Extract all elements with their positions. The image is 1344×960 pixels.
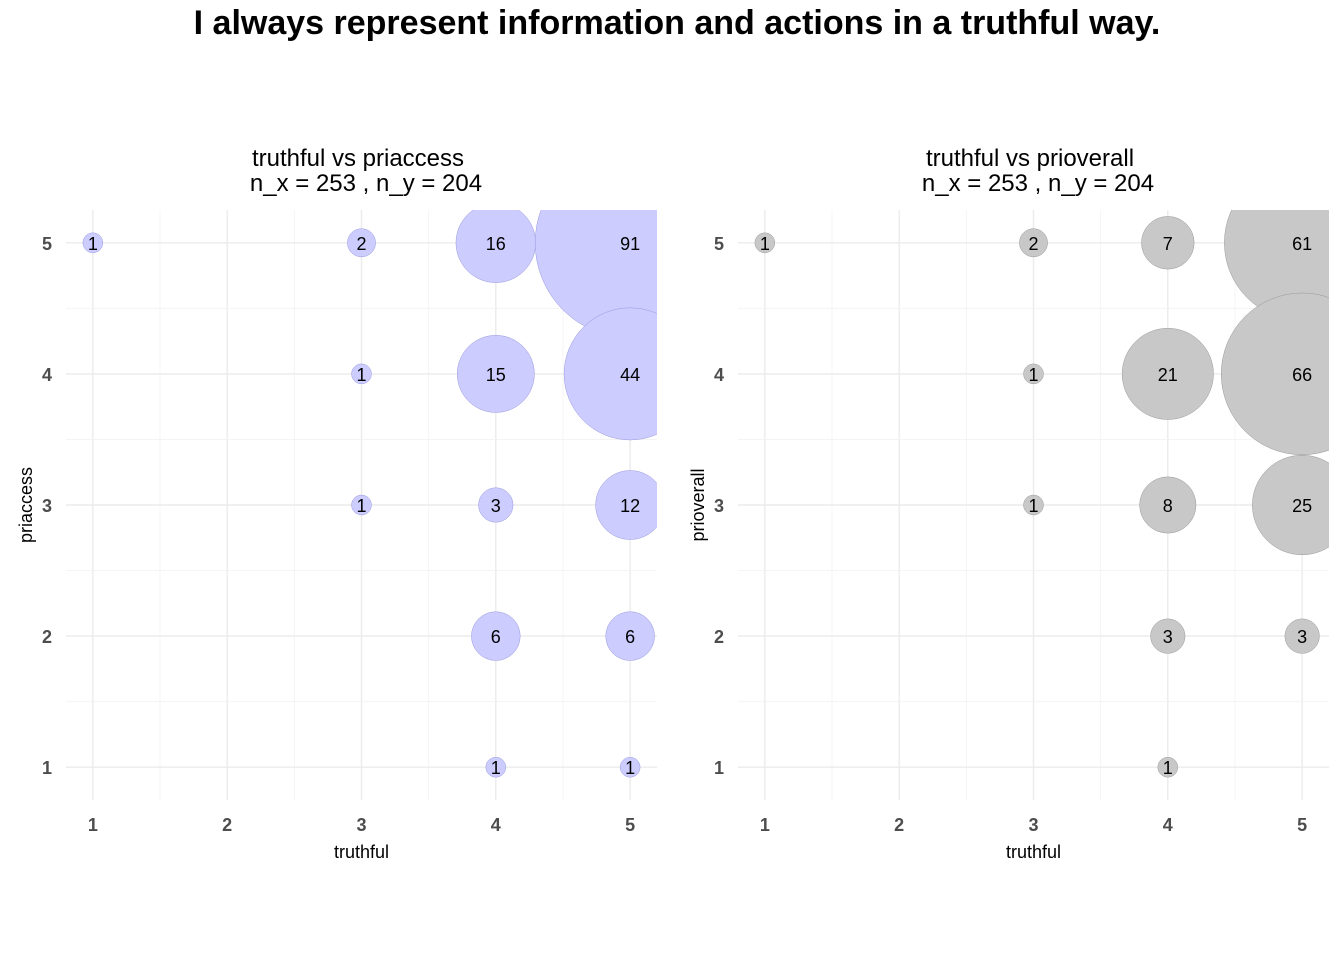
- bubble-count-label: 7: [1163, 234, 1173, 254]
- bubble-point: [1121, 328, 1214, 420]
- bubble-point: [619, 757, 641, 778]
- y-tick-label: 5: [714, 234, 724, 254]
- x-axis-label: truthful: [1006, 842, 1061, 862]
- bubble-count-label: 1: [356, 365, 366, 385]
- bubble-count-label: 1: [1028, 496, 1038, 516]
- bubble-point: [754, 232, 776, 253]
- bubble-point: [456, 335, 535, 413]
- panel-subtitle: n_x = 253 , n_y = 204: [250, 170, 482, 197]
- bubble-count-label: 3: [1163, 627, 1173, 647]
- bubbles: [82, 210, 657, 778]
- bubble-point: [1139, 476, 1197, 534]
- bubble-count-label: 1: [491, 758, 501, 778]
- bubble-count-label: 91: [620, 234, 640, 254]
- bubble-point: [1019, 228, 1048, 258]
- bubble-count-label: 1: [88, 234, 98, 254]
- bubble-count-label: 1: [1028, 365, 1038, 385]
- bubble-point: [1252, 454, 1329, 556]
- bubble-count-label: 1: [1163, 758, 1173, 778]
- bubble-count-label: 1: [625, 758, 635, 778]
- bubble-point: [82, 232, 104, 253]
- x-tick-label: 1: [88, 815, 98, 835]
- bubble-count-label: 61: [1292, 234, 1312, 254]
- bubble-point: [595, 470, 657, 540]
- y-tick-label: 3: [42, 496, 52, 516]
- bubble-point: [563, 307, 657, 441]
- y-tick-label: 2: [714, 627, 724, 647]
- bubble-point: [1023, 363, 1044, 385]
- y-tick-label: 2: [42, 627, 52, 647]
- x-tick-label: 5: [1297, 815, 1307, 835]
- bubble-point: [1157, 757, 1179, 778]
- bubble-point: [1023, 494, 1044, 516]
- bubble-count-label: 16: [486, 234, 506, 254]
- bubble-count-label: 2: [1028, 234, 1038, 254]
- panel-title: truthful vs prioverall: [926, 145, 1134, 172]
- x-tick-label: 4: [1163, 815, 1173, 835]
- x-tick-label: 1: [760, 815, 770, 835]
- bubble-count-label: 1: [760, 234, 770, 254]
- bubble-point: [478, 487, 514, 523]
- bubble-count-label: 25: [1292, 496, 1312, 516]
- y-tick-label: 1: [42, 758, 52, 778]
- figure-title: I always represent information and actio…: [193, 4, 1161, 42]
- bubble-count-label: 6: [491, 627, 501, 647]
- bubble-count-label: 6: [625, 627, 635, 647]
- x-tick-label: 3: [356, 815, 366, 835]
- bubble-count-label: 3: [491, 496, 501, 516]
- bubble-point: [351, 494, 372, 516]
- y-tick-label: 4: [714, 365, 724, 385]
- bubble-count-label: 12: [620, 496, 640, 516]
- x-tick-label: 2: [894, 815, 904, 835]
- panel-2: 1 2 7 61 1 21 66 1 8 25 3 3 1 1 2 3 4 5 1 2 3 4 5 truthful priov…: [688, 145, 1329, 862]
- bubble-count-label: 15: [486, 365, 506, 385]
- y-tick-label: 5: [42, 234, 52, 254]
- bubble-point: [347, 228, 376, 258]
- bubble-point: [1284, 618, 1320, 654]
- bubble-point: [1150, 618, 1186, 654]
- x-tick-label: 4: [491, 815, 501, 835]
- bubble-point: [471, 611, 521, 661]
- bubble-count-label: 66: [1292, 365, 1312, 385]
- y-axis-label: priaccess: [16, 467, 36, 543]
- x-axis-label: truthful: [334, 842, 389, 862]
- bubble-point: [605, 611, 655, 661]
- bubble-count-label: 21: [1158, 365, 1178, 385]
- panel-title: truthful vs priaccess: [252, 145, 464, 172]
- panel-1: 1 2 16 911 15 441 3 126 61 11 2 3 4 512345truthfulpri…: [16, 145, 657, 862]
- y-axis-label: prioverall: [688, 468, 708, 541]
- x-tick-label: 2: [222, 815, 232, 835]
- panel-subtitle: n_x = 253 , n_y = 204: [922, 170, 1154, 197]
- bubble-count-label: 2: [356, 234, 366, 254]
- bubble-point: [485, 757, 507, 778]
- bubble-point: [1141, 216, 1195, 270]
- x-tick-label: 3: [1028, 815, 1038, 835]
- bubble-point: [1221, 292, 1329, 456]
- bubble-count-label: 1: [356, 496, 366, 516]
- bubble-count-label: 8: [1163, 496, 1173, 516]
- bubble-point: [351, 363, 372, 385]
- bubbles: [754, 210, 1329, 778]
- bubble-count-label: 3: [1297, 627, 1307, 647]
- bubble-count-label: 44: [620, 365, 640, 385]
- y-tick-label: 3: [714, 496, 724, 516]
- x-tick-label: 5: [625, 815, 635, 835]
- y-tick-label: 4: [42, 365, 52, 385]
- y-tick-label: 1: [714, 758, 724, 778]
